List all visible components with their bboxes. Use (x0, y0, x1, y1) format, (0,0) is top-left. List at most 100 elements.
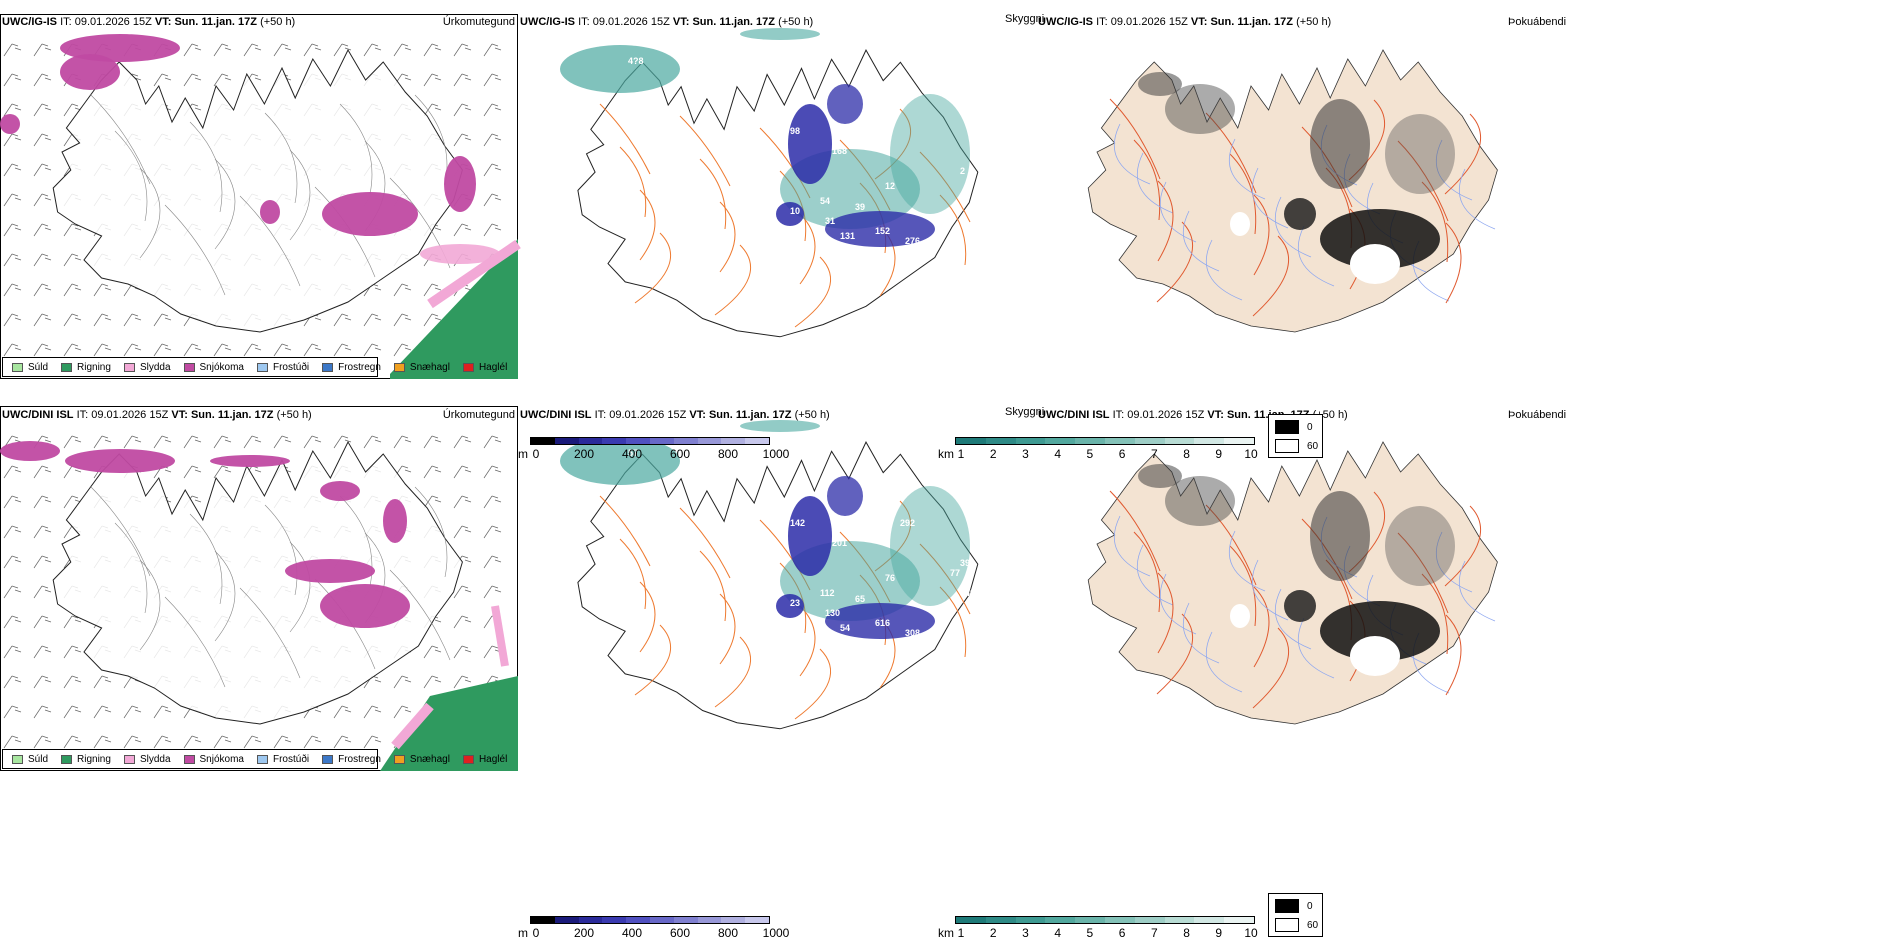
river-line (1228, 138, 1266, 200)
low-visibility-area (890, 94, 970, 214)
colorbar-segment (1045, 917, 1076, 923)
fog-swatch (1275, 918, 1299, 932)
glacier (1350, 244, 1400, 284)
ceiling-label: 65 (855, 594, 865, 604)
ceiling-label: 39 (960, 558, 970, 568)
row1-precip-legend: Súld Rigning Slydda Snjókoma Frostúði Fr… (2, 357, 507, 377)
road-line (879, 617, 896, 689)
legend-swatch (462, 362, 474, 372)
colorbar-segment (956, 438, 986, 444)
colorbar-tick-label: 5 (1086, 926, 1094, 940)
colorbar-tick-label: 4 (1054, 926, 1061, 940)
colorbar-tick-label: 10 (1244, 447, 1258, 461)
legend-item-hail: Haglél (462, 754, 507, 765)
fog-legend-item: 0 (1275, 899, 1313, 913)
ceiling-colorbar-bar (530, 916, 770, 924)
road-line (1157, 180, 1174, 262)
colorbar-tick-label: 6 (1118, 447, 1126, 461)
legend-item-freezing-rain: Frostregn (322, 362, 381, 373)
fog-area (1310, 99, 1370, 189)
road-line (699, 158, 727, 230)
low-visibility-area (560, 45, 680, 93)
colorbar-tick-label: 600 (669, 926, 691, 940)
ceiling-label: 142 (790, 518, 805, 528)
road-line (839, 139, 891, 211)
river-line (1458, 560, 1496, 622)
colorbar-segment (626, 438, 650, 444)
road-line (779, 170, 807, 242)
legend-swatch (61, 362, 73, 372)
river-line (1297, 225, 1335, 287)
road-line (1205, 504, 1257, 586)
legend-item-snow-pellets: Snæhagl (393, 754, 450, 765)
glacier (1350, 636, 1400, 676)
colorbar-segment (626, 917, 650, 923)
legend-swatch (256, 362, 268, 372)
legend-item-sleet: Slydda (123, 754, 171, 765)
colorbar-tick-label: 0 (532, 926, 540, 940)
low-ceiling-area (788, 496, 832, 576)
road-line (1133, 531, 1161, 613)
river-line (1159, 181, 1197, 243)
colorbar-segment (985, 917, 1016, 923)
ceiling-colorbar-bar (530, 437, 770, 445)
road-line (1348, 99, 1386, 181)
road-line (859, 574, 887, 646)
river-line (1389, 211, 1427, 273)
colorbar-segment (1194, 917, 1225, 923)
ceiling-label: 54 (820, 196, 830, 206)
river-line (1435, 531, 1473, 593)
fog-area (1310, 491, 1370, 581)
fog-legend-item: 60 (1275, 918, 1318, 932)
colorbar-segment (602, 438, 627, 444)
road-line (599, 495, 651, 567)
road-line (1445, 614, 1462, 696)
colorbar-tick-label: 2 (989, 926, 997, 940)
legend-item-snow: Snjókoma (183, 362, 244, 373)
low-visibility-area (780, 541, 920, 621)
iceland-land (1087, 441, 1498, 725)
river-line (1251, 559, 1289, 621)
fog-swatch (1275, 420, 1299, 434)
road-line (619, 538, 647, 610)
river-line (1251, 167, 1289, 229)
colorbar-tick-label: 1 (957, 926, 965, 940)
colorbar-segment (1164, 917, 1195, 923)
road-line (714, 636, 751, 708)
low-visibility-area (740, 420, 820, 432)
colorbar-tick-label: 10 (1244, 926, 1258, 940)
row2-fog-title: Þokuábendi (1508, 409, 1567, 421)
road-line (1301, 126, 1353, 208)
low-ceiling-area (776, 594, 804, 618)
ceiling-label: 77 (950, 568, 960, 578)
colorbar-segment (1224, 917, 1254, 923)
colorbar-segment (554, 438, 579, 444)
fog-area (1385, 506, 1455, 586)
road-line (619, 146, 647, 218)
legend-swatch (12, 362, 23, 372)
colorbar-segment (721, 917, 746, 923)
colorbar-segment (1104, 438, 1135, 444)
river-line (1366, 182, 1404, 244)
colorbar-tick-label: 400 (621, 926, 643, 940)
fog-legend-item: 0 (1275, 420, 1313, 434)
legend-item-sleet: Slydda (123, 362, 171, 373)
ceiling-label: 13 (880, 643, 890, 653)
road-line (1349, 208, 1366, 290)
colorbar-tick-label: 5 (1086, 447, 1094, 461)
colorbar-tick-label: 800 (717, 926, 739, 940)
legend-item-hail: Haglél (462, 362, 507, 373)
colorbar-tick-label: 800 (717, 447, 739, 461)
river-line (1182, 210, 1220, 272)
road-line (719, 593, 736, 665)
low-visibility-area (740, 28, 820, 40)
legend-swatch (123, 754, 135, 764)
row1-header-right: UWC/IG-IS IT: 09.01.2026 15Z VT: Sun. 11… (1038, 16, 1332, 28)
legend-swatch (462, 754, 474, 764)
river-line (1412, 240, 1450, 302)
ceiling-label: 76 (885, 573, 895, 583)
legend-swatch (393, 362, 405, 372)
colorbar-segment (578, 438, 603, 444)
colorbar-tick-label: 1000 (762, 926, 790, 940)
ceiling-label: 112 (820, 588, 835, 598)
